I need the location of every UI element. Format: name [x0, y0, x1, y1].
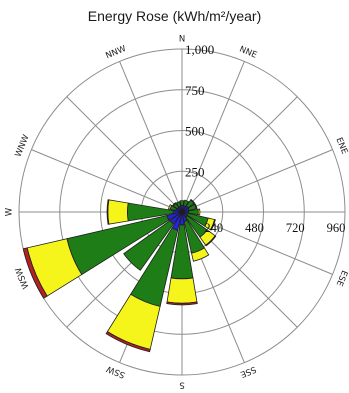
- wedge-nnw-band-2: [175, 201, 182, 208]
- wedge-s-band-3: [166, 277, 198, 304]
- wedge-sse-band-3: [191, 247, 210, 262]
- wedge-ese-band-4: [209, 219, 216, 231]
- wedge-nw-band-3: [172, 202, 177, 207]
- wedge-ne-band-3: [189, 198, 196, 205]
- direction-label-s: S: [179, 380, 184, 390]
- direction-label-nnw: NNW: [104, 44, 128, 62]
- bar-layer: [22, 198, 217, 353]
- direction-label-ene: ENE: [333, 136, 349, 156]
- wedge-e-band-3: [197, 208, 201, 216]
- radial-tick-label-2: 500: [185, 124, 205, 139]
- wedge-sw-band-2: [123, 219, 175, 271]
- horizontal-axis-label-2: 480: [245, 221, 264, 235]
- spoke-nne: [181, 61, 245, 213]
- wedge-se-band-4: [205, 235, 217, 247]
- spoke-wnw: [31, 149, 183, 213]
- horizontal-axis-label-3: 720: [286, 221, 305, 235]
- direction-label-n: N: [179, 35, 185, 45]
- direction-label-ssw: SSW: [105, 363, 127, 380]
- horizontal-axis-label-1: 240: [204, 221, 223, 235]
- wedge-s-band-4: [166, 301, 198, 306]
- wedge-n-band-2: [179, 200, 185, 207]
- radial-tick-label-1: 250: [185, 164, 205, 179]
- spoke-nnw: [119, 61, 183, 213]
- radial-tick-label-4: 1,000: [185, 42, 214, 57]
- wedge-ssw-band-4: [105, 331, 151, 353]
- wedge-wnw-band-3: [168, 204, 173, 210]
- spoke-nw: [66, 96, 183, 213]
- spoke-ne: [181, 96, 298, 213]
- wedge-wsw-band-4: [22, 247, 48, 299]
- radial-tick-label-3: 750: [185, 83, 205, 98]
- wedge-w-band-3: [107, 199, 129, 225]
- direction-label-ese: ESE: [334, 269, 349, 288]
- wedge-w-band-4: [106, 199, 110, 225]
- direction-label-w: W: [5, 207, 15, 216]
- spoke-ene: [181, 149, 333, 213]
- wedge-ene-band-3: [193, 203, 198, 210]
- direction-label-sse: SSE: [239, 364, 258, 379]
- direction-label-nne: NNE: [238, 45, 259, 61]
- wedge-nne-band-2: [182, 199, 190, 208]
- horizontal-axis-label-4: 960: [327, 221, 346, 235]
- grid-layer: [18, 48, 346, 376]
- page-title: Energy Rose (kWh/m²/year): [87, 8, 262, 24]
